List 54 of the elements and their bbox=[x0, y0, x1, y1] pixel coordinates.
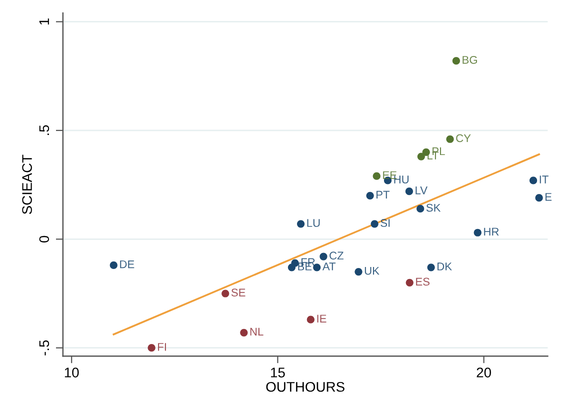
data-label: ES bbox=[416, 278, 430, 286]
point bbox=[416, 204, 424, 213]
point bbox=[222, 290, 230, 298]
y-tick-label: -.5 bbox=[39, 340, 50, 356]
x-axis-title: OUTHOURS bbox=[266, 382, 344, 392]
data-label: CZ bbox=[330, 252, 344, 260]
x-tick-label: 15 bbox=[271, 368, 285, 378]
data-label: LV bbox=[416, 186, 428, 194]
point bbox=[288, 264, 296, 272]
point bbox=[452, 57, 460, 65]
data-label: BG bbox=[462, 56, 477, 64]
point bbox=[370, 220, 378, 228]
data-label: NL bbox=[250, 328, 264, 336]
data-label: AT bbox=[322, 262, 336, 270]
point bbox=[313, 264, 321, 272]
y-tick-label: 0 bbox=[39, 236, 50, 242]
data-label: HU bbox=[394, 176, 409, 184]
data-label: FI bbox=[158, 343, 166, 351]
y-tick-label: .5 bbox=[39, 125, 50, 135]
point bbox=[296, 220, 305, 228]
point bbox=[529, 176, 538, 184]
data-label: SI bbox=[380, 219, 390, 227]
point bbox=[320, 252, 328, 260]
data-label: PT bbox=[376, 190, 390, 199]
point bbox=[306, 316, 314, 324]
data-label: UK bbox=[364, 266, 380, 275]
point bbox=[372, 172, 380, 180]
point bbox=[406, 278, 414, 286]
data-label: E bbox=[546, 193, 552, 201]
point bbox=[427, 264, 435, 272]
data-label: HR bbox=[484, 228, 499, 236]
data-label: SK bbox=[426, 204, 441, 212]
point bbox=[354, 268, 362, 276]
point bbox=[110, 261, 118, 270]
x-tick-label: 10 bbox=[64, 368, 79, 378]
data-label: DK bbox=[438, 262, 452, 270]
point bbox=[240, 328, 248, 336]
x-tick-label: 20 bbox=[476, 368, 492, 378]
data-label: EE bbox=[383, 171, 397, 179]
point bbox=[417, 152, 425, 160]
y-axis-title: SCIEACT bbox=[22, 154, 32, 214]
data-label: LU bbox=[307, 219, 320, 227]
point bbox=[148, 344, 156, 352]
point bbox=[446, 135, 454, 143]
point bbox=[405, 188, 414, 196]
data-label: SE bbox=[231, 288, 246, 296]
data-label: CY bbox=[456, 134, 471, 142]
point bbox=[474, 228, 482, 236]
data-label: DE bbox=[120, 260, 134, 268]
point bbox=[366, 192, 374, 200]
point bbox=[535, 194, 543, 202]
data-label: IT bbox=[540, 176, 548, 184]
data-label: IE bbox=[317, 314, 326, 322]
y-tick-label: 1 bbox=[39, 18, 49, 25]
